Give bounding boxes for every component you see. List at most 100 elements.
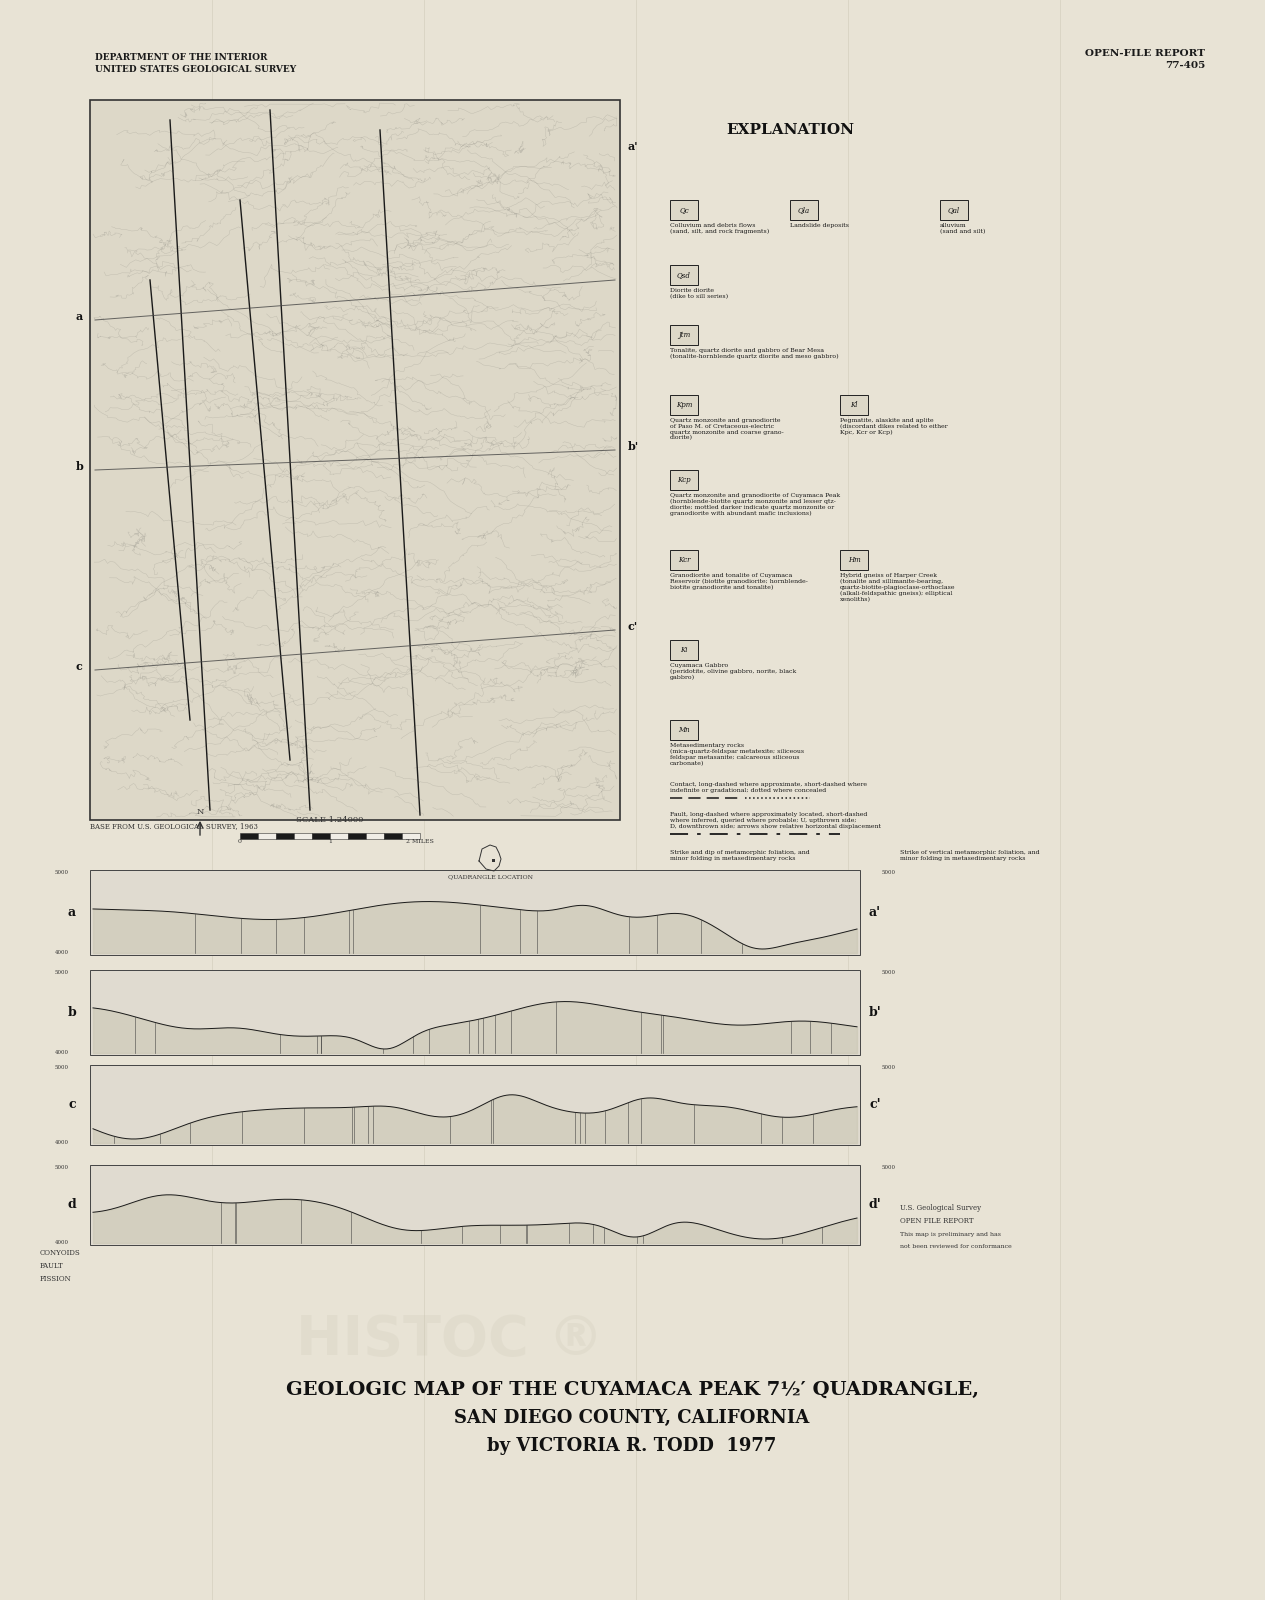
Text: 5000: 5000	[882, 1165, 896, 1170]
Bar	[670, 200, 698, 219]
Text: c: c	[68, 1099, 76, 1112]
Text: Strike of vertical metamorphic foliation, and
minor folding in metasedimentary r: Strike of vertical metamorphic foliation…	[899, 850, 1040, 861]
Text: Qsd: Qsd	[677, 270, 691, 278]
Bar	[90, 1066, 860, 1146]
Text: U.S. Geological Survey: U.S. Geological Survey	[899, 1203, 982, 1213]
Bar	[312, 834, 330, 838]
Bar	[492, 859, 495, 862]
Text: Qc: Qc	[679, 206, 689, 214]
Text: Quartz monzonite and granodiorite of Cuyamaca Peak
(hornblende-biotite quartz mo: Quartz monzonite and granodiorite of Cuy…	[670, 493, 840, 517]
Bar	[90, 99, 620, 819]
Text: d: d	[67, 1198, 76, 1211]
Text: not been reviewed for conformance: not been reviewed for conformance	[899, 1245, 1012, 1250]
Bar	[330, 834, 348, 838]
Text: Kl: Kl	[850, 402, 858, 410]
Text: GEOLOGIC MAP OF THE CUYAMACA PEAK 7½′ QUADRANGLE,: GEOLOGIC MAP OF THE CUYAMACA PEAK 7½′ QU…	[286, 1381, 979, 1398]
Bar	[90, 970, 860, 1054]
Bar	[670, 550, 698, 570]
Text: EXPLANATION: EXPLANATION	[726, 123, 854, 138]
Text: Contact, long-dashed where approximate, short-dashed where
indefinite or gradati: Contact, long-dashed where approximate, …	[670, 782, 867, 792]
Text: 4000: 4000	[54, 1050, 70, 1054]
Bar	[293, 834, 312, 838]
Text: Kcr: Kcr	[678, 557, 691, 565]
Text: c': c'	[869, 1099, 880, 1112]
Text: b': b'	[627, 442, 639, 451]
Bar	[670, 325, 698, 346]
Text: Fault, long-dashed where approximately located, short-dashed
where inferred, que: Fault, long-dashed where approximately l…	[670, 813, 880, 829]
Text: OPEN-FILE REPORT: OPEN-FILE REPORT	[1085, 48, 1206, 58]
Bar	[402, 834, 420, 838]
Text: a: a	[76, 310, 83, 322]
Text: 5000: 5000	[882, 1066, 896, 1070]
Text: BASE FROM U.S. GEOLOGICAL SURVEY, 1963: BASE FROM U.S. GEOLOGICAL SURVEY, 1963	[90, 822, 258, 830]
Text: b: b	[67, 1006, 76, 1019]
Text: b': b'	[869, 1006, 882, 1019]
Bar	[670, 720, 698, 739]
Bar	[276, 834, 293, 838]
Bar	[791, 200, 818, 219]
Bar	[366, 834, 385, 838]
Text: Landslide deposits: Landslide deposits	[791, 222, 849, 227]
Text: 4000: 4000	[54, 1139, 70, 1146]
Text: Colluvium and debris flows
(sand, silt, and rock fragments): Colluvium and debris flows (sand, silt, …	[670, 222, 769, 234]
Text: c: c	[76, 661, 83, 672]
Text: 4000: 4000	[54, 950, 70, 955]
Text: Cuyamaca Gabbro
(peridotite, olivine gabbro, norite, black
gabbro): Cuyamaca Gabbro (peridotite, olivine gab…	[670, 662, 796, 680]
Text: Kpm: Kpm	[676, 402, 692, 410]
Text: 5000: 5000	[54, 870, 70, 875]
Text: a': a'	[627, 141, 639, 152]
Text: by VICTORIA R. TODD  1977: by VICTORIA R. TODD 1977	[487, 1437, 777, 1454]
Text: N: N	[196, 808, 204, 816]
Text: FAULT: FAULT	[40, 1262, 63, 1270]
Text: OPEN FILE REPORT: OPEN FILE REPORT	[899, 1218, 974, 1226]
Text: Hm: Hm	[848, 557, 860, 565]
Text: SCALE 1:24000: SCALE 1:24000	[296, 816, 364, 824]
Text: SAN DIEGO COUNTY, CALIFORNIA: SAN DIEGO COUNTY, CALIFORNIA	[454, 1410, 810, 1427]
Text: Qal: Qal	[947, 206, 960, 214]
Text: Jtm: Jtm	[678, 331, 691, 339]
Bar	[90, 1165, 860, 1245]
Bar	[90, 870, 860, 955]
Text: alluvium
(sand and silt): alluvium (sand and silt)	[940, 222, 985, 234]
Text: a: a	[68, 906, 76, 918]
Text: 5000: 5000	[54, 1165, 70, 1170]
Bar	[840, 395, 868, 414]
Bar	[670, 395, 698, 414]
Text: Quartz monzonite and granodiorite
of Paso M. of Cretaceous-electric
quartz monzo: Quartz monzonite and granodiorite of Pas…	[670, 418, 784, 440]
Bar	[258, 834, 276, 838]
Text: c': c'	[627, 621, 638, 632]
Text: a': a'	[869, 906, 880, 918]
Text: This map is preliminary and has: This map is preliminary and has	[899, 1232, 1001, 1237]
Text: 5000: 5000	[54, 970, 70, 974]
Text: Strike and dip of metamorphic foliation, and
minor folding in metasedimentary ro: Strike and dip of metamorphic foliation,…	[670, 850, 810, 861]
Text: 1: 1	[328, 838, 331, 845]
Text: UNITED STATES GEOLOGICAL SURVEY: UNITED STATES GEOLOGICAL SURVEY	[95, 66, 296, 75]
Text: CONYOIDS: CONYOIDS	[40, 1250, 81, 1258]
Text: HISTOC ®: HISTOC ®	[296, 1314, 603, 1366]
Text: Metasedimentary rocks
(mica-quartz-feldspar metatexite; siliceous
feldspar metas: Metasedimentary rocks (mica-quartz-felds…	[670, 742, 805, 766]
Bar	[385, 834, 402, 838]
Bar	[940, 200, 968, 219]
Text: 0: 0	[238, 838, 242, 845]
Bar	[670, 640, 698, 659]
Text: 77-405: 77-405	[1165, 61, 1206, 69]
Text: 5000: 5000	[54, 1066, 70, 1070]
Text: Hybrid gneiss of Harper Creek
(tonalite and sillimanite-bearing,
quartz-biotite-: Hybrid gneiss of Harper Creek (tonalite …	[840, 573, 955, 602]
Bar	[840, 550, 868, 570]
Text: d': d'	[869, 1198, 882, 1211]
Text: 4000: 4000	[54, 1240, 70, 1245]
Text: 2 MILES: 2 MILES	[406, 838, 434, 845]
Text: QUADRANGLE LOCATION: QUADRANGLE LOCATION	[448, 874, 533, 878]
Text: Diorite diorite
(dike to sill series): Diorite diorite (dike to sill series)	[670, 288, 729, 299]
Text: Qla: Qla	[798, 206, 810, 214]
Text: Granodiorite and tonalite of Cuyamaca
Reservoir (biotite granodiorite; hornblend: Granodiorite and tonalite of Cuyamaca Re…	[670, 573, 808, 590]
Bar	[670, 266, 698, 285]
Bar	[348, 834, 366, 838]
Text: Kcp: Kcp	[677, 477, 691, 483]
Text: Ki: Ki	[681, 646, 688, 654]
Text: 5000: 5000	[882, 970, 896, 974]
Bar	[240, 834, 258, 838]
Bar	[670, 470, 698, 490]
Text: 5000: 5000	[882, 870, 896, 875]
Text: b: b	[76, 461, 83, 472]
